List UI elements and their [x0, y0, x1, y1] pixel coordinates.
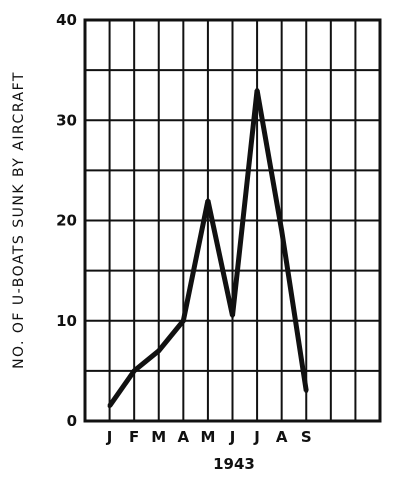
data-point — [205, 198, 210, 203]
data-point — [107, 403, 112, 408]
data-point — [132, 368, 137, 373]
data-point — [181, 318, 186, 323]
data-point — [279, 228, 284, 233]
y-tick-label: 30 — [56, 111, 77, 129]
y-axis-title: NO. OF U-BOATS SUNK BY AIRCRAFT — [11, 71, 27, 369]
series-points — [107, 88, 309, 408]
x-axis-title: 1943 — [213, 455, 255, 473]
data-point — [230, 313, 235, 318]
x-tick-label: A — [178, 428, 190, 446]
x-tick-label: J — [229, 428, 236, 446]
data-point — [255, 88, 260, 93]
x-tick-label: F — [129, 428, 139, 446]
chart-grid — [85, 20, 380, 421]
data-point — [304, 388, 309, 393]
x-tick-label: J — [106, 428, 113, 446]
y-tick-label: 0 — [67, 412, 77, 430]
y-tick-label: 20 — [56, 212, 77, 230]
x-tick-label: S — [301, 428, 312, 446]
x-tick-label: M — [151, 428, 166, 446]
y-tick-label: 40 — [56, 11, 77, 29]
x-tick-label: M — [200, 428, 215, 446]
y-tick-label: 10 — [56, 312, 77, 330]
y-axis-ticks: 0 10 20 30 40 — [56, 11, 77, 430]
x-tick-label: A — [276, 428, 288, 446]
plot-frame — [83, 18, 382, 423]
data-point — [156, 348, 161, 353]
x-tick-label: J — [253, 428, 260, 446]
